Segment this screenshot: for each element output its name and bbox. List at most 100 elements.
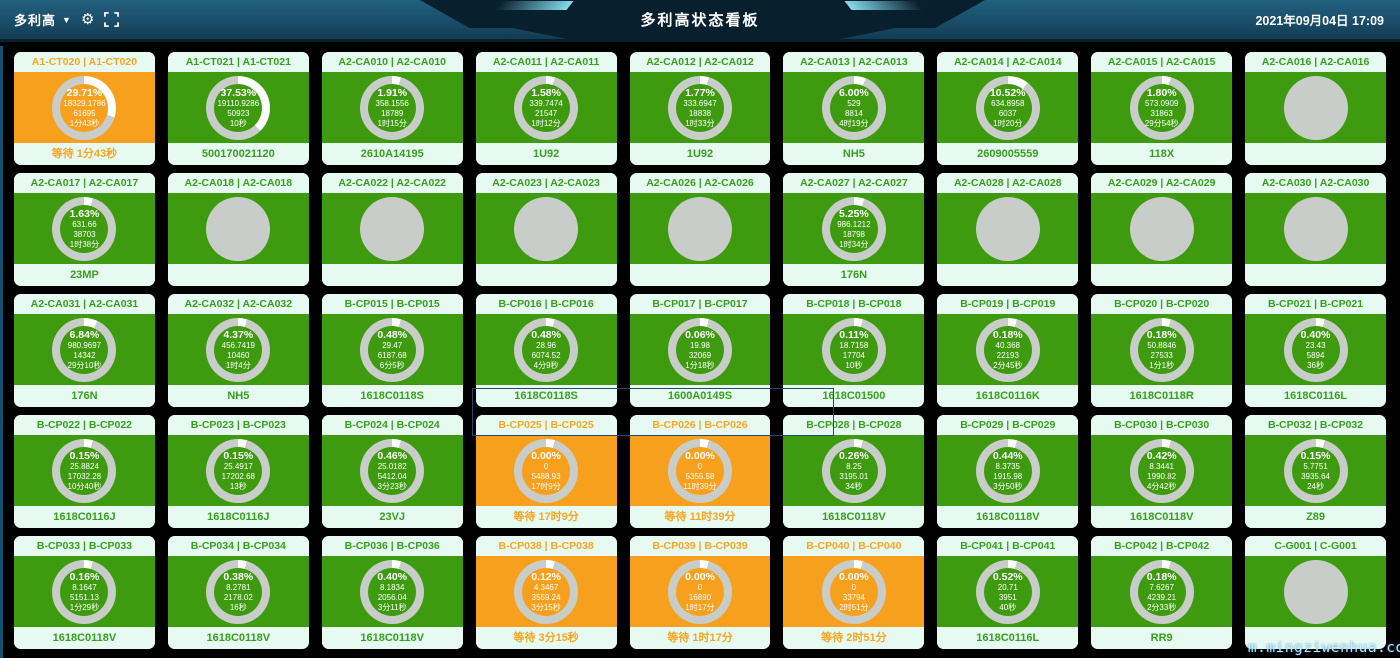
status-card[interactable]: A2-CA015 | A2-CA015 1.80% 573.0909 31863…: [1091, 52, 1233, 165]
status-card[interactable]: B-CP025 | B-CP025 0.00% 0 5488.93 17时9分 …: [475, 415, 617, 528]
chevron-down-icon[interactable]: ▼: [62, 14, 71, 25]
gauge-value2: 1915.98: [993, 471, 1023, 481]
card-title: B-CP020 | B-CP020: [1091, 294, 1233, 314]
gauge-time: 1时12分: [531, 118, 561, 128]
status-card[interactable]: A2-CA030 | A2-CA030: [1245, 173, 1386, 286]
gauge-ring: 1.80% 573.0909 31863 29分54秒: [1129, 75, 1194, 140]
gauge-ring: 0.40% 23.43 5894 36秒: [1283, 317, 1348, 382]
gauge-percent: 1.63%: [69, 207, 100, 220]
card-body: 0.40% 23.43 5894 36秒: [1245, 314, 1386, 385]
status-card[interactable]: A2-CA031 | A2-CA031 6.84% 980.9697 14342…: [14, 294, 155, 407]
gauge-value1: 333.6947: [683, 98, 717, 108]
status-card[interactable]: B-CP034 | B-CP034 0.38% 8.2781 2178.02 1…: [167, 536, 309, 649]
card-footer: 1618C0116J: [14, 506, 155, 528]
status-card[interactable]: B-CP020 | B-CP020 0.18% 50.8846 27533 1分…: [1091, 294, 1233, 407]
status-card[interactable]: A2-CA026 | A2-CA026: [629, 173, 771, 286]
status-card[interactable]: A1-CT020 | A1-CT020 29.71% 18329.1786 61…: [14, 52, 155, 165]
status-card[interactable]: A2-CA027 | A2-CA027 5.25% 986.1212 18798…: [783, 173, 925, 286]
status-card[interactable]: B-CP015 | B-CP015 0.48% 29.47 6187.68 6分…: [321, 294, 463, 407]
gauge-value1: 20.71: [997, 582, 1018, 592]
card-body: 0.16% 8.1647 5151.13 1分29秒: [14, 556, 155, 627]
status-card[interactable]: B-CP040 | B-CP040 0.00% 0 33794 2时51分 等待…: [783, 536, 925, 649]
gauge-value2: 6074.52: [531, 350, 561, 360]
card-footer: 1618C0118V: [167, 627, 309, 649]
status-card[interactable]: B-CP018 | B-CP018 0.11% 18.7158 17704 10…: [783, 294, 925, 407]
status-card[interactable]: B-CP032 | B-CP032 0.15% 5.7751 3935.64 2…: [1245, 415, 1386, 528]
status-card[interactable]: B-CP022 | B-CP022 0.15% 25.8824 17032.28…: [14, 415, 155, 528]
status-card[interactable]: A2-CA013 | A2-CA013 6.00% 529 8814 4时19分…: [783, 52, 925, 165]
gauge-ring: 1.77% 333.6947 18838 1时33分: [667, 75, 732, 140]
status-card[interactable]: A2-CA022 | A2-CA022: [321, 173, 463, 286]
card-footer: 1618C0116L: [937, 627, 1079, 649]
status-card[interactable]: A2-CA032 | A2-CA032 4.37% 456.7419 10460…: [167, 294, 309, 407]
status-card[interactable]: B-CP024 | B-CP024 0.46% 25.0182 5412.04 …: [321, 415, 463, 528]
status-card[interactable]: B-CP041 | B-CP041 0.52% 20.71 3951 40秒 1…: [937, 536, 1079, 649]
card-footer: [167, 264, 309, 286]
card-footer: 176N: [14, 385, 155, 407]
gauge-value2: 31863: [1150, 108, 1173, 118]
gauge-ring: [514, 196, 579, 261]
gauge-value2: 32069: [688, 350, 712, 360]
card-title: A2-CA030 | A2-CA030: [1245, 173, 1386, 193]
status-card[interactable]: A2-CA016 | A2-CA016: [1245, 52, 1386, 165]
status-card[interactable]: B-CP017 | B-CP017 0.06% 19.98 32069 1分18…: [629, 294, 771, 407]
status-card[interactable]: B-CP016 | B-CP016 0.48% 28.96 6074.52 4分…: [475, 294, 617, 407]
card-footer: 等待 1分43秒: [14, 143, 155, 165]
card-title: A1-CT021 | A1-CT021: [167, 52, 309, 72]
status-card[interactable]: A1-CT021 | A1-CT021 37.53% 19110.9286 50…: [167, 52, 309, 165]
status-card[interactable]: A2-CA017 | A2-CA017 1.63% 631.66 38703 1…: [14, 173, 155, 286]
status-card[interactable]: B-CP023 | B-CP023 0.15% 25.4917 17202.68…: [167, 415, 309, 528]
card-body: 10.52% 634.8958 6037 1时20分: [937, 72, 1079, 143]
gauge-value1: 19.98: [689, 340, 710, 350]
status-card[interactable]: B-CP029 | B-CP029 0.44% 8.3735 1915.98 3…: [937, 415, 1079, 528]
status-card[interactable]: B-CP039 | B-CP039 0.00% 0 16890 1时17分 等待…: [629, 536, 771, 649]
status-card[interactable]: A2-CA028 | A2-CA028: [937, 173, 1079, 286]
card-footer: 等待 11时39分: [629, 506, 771, 528]
card-body: 4.37% 456.7419 10460 1时4分: [167, 314, 309, 385]
card-body: [1245, 193, 1386, 264]
status-card[interactable]: B-CP038 | B-CP038 0.12% 4.3467 3559.24 3…: [475, 536, 617, 649]
gauge-time: 10秒: [845, 360, 863, 370]
gauge-time: 10分40秒: [67, 481, 102, 491]
gauge-time: 13秒: [229, 481, 247, 491]
gauge-percent: 0.48%: [531, 328, 561, 341]
status-card[interactable]: B-CP028 | B-CP028 0.26% 8.25 3195.01 34秒…: [783, 415, 925, 528]
status-card[interactable]: A2-CA011 | A2-CA011 1.58% 339.7474 21547…: [475, 52, 617, 165]
status-card[interactable]: B-CP026 | B-CP026 0.00% 0 5355.58 11时39分…: [629, 415, 771, 528]
status-card[interactable]: A2-CA014 | A2-CA014 10.52% 634.8958 6037…: [937, 52, 1079, 165]
gauge-text: 10.52% 634.8958 6037 1时20分: [983, 83, 1032, 132]
card-body: 37.53% 19110.9286 50923 10秒: [167, 72, 309, 143]
status-card[interactable]: B-CP033 | B-CP033 0.16% 8.1647 5151.13 1…: [14, 536, 155, 649]
card-title: B-CP028 | B-CP028: [783, 415, 925, 435]
status-card[interactable]: A2-CA029 | A2-CA029: [1091, 173, 1233, 286]
status-card[interactable]: B-CP030 | B-CP030 0.42% 8.3441 1990.82 4…: [1091, 415, 1233, 528]
status-card[interactable]: A2-CA012 | A2-CA012 1.77% 333.6947 18838…: [629, 52, 771, 165]
status-card[interactable]: A2-CA010 | A2-CA010 1.91% 358.1556 18789…: [321, 52, 463, 165]
status-card[interactable]: B-CP021 | B-CP021 0.40% 23.43 5894 36秒 1…: [1245, 294, 1386, 407]
gauge-value1: 8.1647: [72, 582, 97, 592]
fullscreen-icon[interactable]: [104, 12, 120, 27]
card-title: A2-CA010 | A2-CA010: [321, 52, 463, 72]
card-body: [1091, 193, 1233, 264]
status-card[interactable]: A2-CA023 | A2-CA023: [475, 173, 617, 286]
card-title: C-G001 | C-G001: [1245, 536, 1386, 556]
gauge-value2: 33794: [842, 592, 865, 602]
gear-icon[interactable]: ⚙: [80, 10, 95, 28]
status-card[interactable]: C-G001 | C-G001: [1245, 536, 1386, 649]
gauge-ring: 0.48% 29.47 6187.68 6分5秒: [360, 317, 425, 382]
status-card[interactable]: B-CP042 | B-CP042 0.18% 7.6267 4239.21 2…: [1091, 536, 1233, 649]
gauge-text: 0.42% 8.3441 1990.82 4分42秒: [1137, 446, 1186, 495]
card-body: 6.84% 980.9697 14342 29分10秒: [14, 314, 155, 385]
card-footer: 1618C0118V: [321, 627, 463, 649]
gauge-text: 0.18% 40.368 22193 2分45秒: [983, 325, 1032, 374]
card-footer: 2609005559: [937, 143, 1079, 165]
status-card[interactable]: B-CP019 | B-CP019 0.18% 40.368 22193 2分4…: [937, 294, 1079, 407]
gauge-percent: 0.00%: [685, 449, 715, 462]
card-title: A2-CA023 | A2-CA023: [475, 173, 617, 193]
card-body: [321, 193, 463, 264]
status-card[interactable]: B-CP036 | B-CP036 0.40% 8.1834 2056.04 3…: [321, 536, 463, 649]
org-dropdown[interactable]: 多利高: [14, 13, 57, 28]
gauge-ring: 29.71% 18329.1786 61695 1分43秒: [52, 75, 117, 140]
status-card[interactable]: A2-CA018 | A2-CA018: [167, 173, 309, 286]
card-body: 1.63% 631.66 38703 1时38分: [14, 193, 155, 264]
